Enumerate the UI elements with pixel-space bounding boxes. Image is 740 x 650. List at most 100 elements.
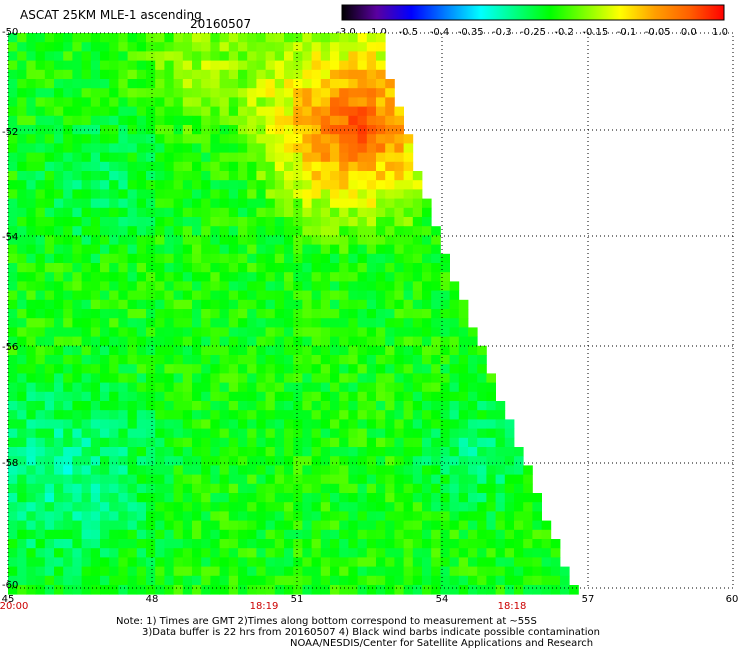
wind-cell [201, 97, 211, 107]
wind-cell [532, 585, 542, 595]
wind-cell [182, 51, 193, 61]
wind-cell [422, 529, 432, 540]
wind-cell [155, 410, 165, 420]
wind-cell [35, 355, 46, 365]
wind-cell [394, 318, 404, 328]
wind-cell [8, 465, 18, 475]
wind-cell [458, 557, 469, 567]
wind-cell [311, 493, 322, 503]
wind-cell [201, 373, 211, 383]
wind-cell [63, 465, 73, 475]
wind-cell [302, 585, 312, 595]
wind-cell [311, 575, 322, 586]
wind-cell [63, 152, 73, 163]
wind-map [7, 32, 734, 595]
wind-cell [431, 336, 441, 347]
wind-cell [320, 391, 331, 402]
wind-cell [274, 511, 285, 521]
wind-cell [72, 207, 82, 218]
wind-cell [256, 345, 266, 356]
wind-cell [385, 134, 395, 144]
wind-cell [320, 134, 331, 144]
wind-cell [173, 557, 184, 567]
wind-cell [90, 33, 101, 43]
wind-cell [26, 575, 36, 586]
wind-cell [403, 566, 414, 577]
wind-cell [265, 345, 276, 356]
wind-cell [412, 171, 423, 181]
wind-swath [8, 33, 579, 595]
wind-cell [118, 88, 128, 98]
wind-cell [219, 318, 230, 328]
wind-cell [219, 253, 230, 264]
lat-label: -50 [2, 27, 19, 38]
wind-cell [284, 189, 294, 199]
wind-cell [201, 382, 211, 393]
wind-cell [366, 272, 377, 282]
wind-cell [35, 309, 46, 319]
wind-cell [486, 575, 496, 586]
wind-cell [238, 557, 248, 567]
wind-cell [311, 207, 322, 218]
wind-cell [210, 474, 220, 485]
wind-cell [54, 180, 64, 190]
wind-cell [127, 382, 138, 393]
wind-cell [26, 557, 36, 567]
wind-cell [54, 355, 64, 365]
wind-cell [403, 511, 414, 521]
wind-cell [54, 428, 64, 439]
wind-cell [311, 391, 322, 402]
wind-cell [81, 566, 92, 577]
wind-cell [514, 483, 524, 494]
wind-cell [330, 391, 340, 402]
wind-cell [201, 391, 211, 402]
wind-cell [440, 382, 450, 393]
wind-cell [265, 299, 276, 310]
wind-cell [136, 511, 147, 521]
wind-cell [63, 401, 73, 411]
wind-cell [210, 152, 220, 163]
wind-cell [100, 511, 110, 521]
wind-cell [376, 42, 386, 52]
wind-cell [44, 125, 55, 135]
wind-cell [164, 244, 174, 255]
wind-cell [54, 557, 64, 567]
wind-cell [81, 345, 92, 356]
wind-cell [339, 272, 349, 282]
wind-cell [109, 189, 119, 199]
wind-cell [173, 235, 184, 245]
wind-cell [155, 447, 165, 457]
wind-cell [357, 79, 368, 89]
wind-cell [394, 548, 404, 558]
wind-cell [155, 88, 165, 98]
wind-cell [284, 345, 294, 356]
wind-cell [256, 401, 266, 411]
wind-cell [35, 529, 46, 540]
wind-cell [146, 345, 156, 356]
wind-cell [210, 447, 220, 457]
wind-cell [192, 437, 202, 448]
wind-cell [136, 345, 147, 356]
wind-cell [192, 318, 202, 328]
wind-cell [201, 566, 211, 577]
wind-cell [164, 585, 174, 595]
wind-cell [155, 299, 165, 310]
wind-cell [320, 327, 331, 337]
wind-cell [376, 419, 386, 429]
wind-cell [357, 143, 368, 153]
wind-cell [514, 557, 524, 567]
wind-cell [146, 272, 156, 282]
wind-cell [238, 106, 248, 117]
wind-cell [431, 575, 441, 586]
wind-cell [311, 226, 322, 236]
wind-cell [256, 106, 266, 117]
wind-cell [357, 437, 368, 448]
wind-cell [366, 226, 377, 236]
wind-cell [449, 428, 460, 439]
wind-cell [109, 428, 119, 439]
wind-cell [192, 290, 202, 301]
wind-cell [118, 401, 128, 411]
wind-cell [90, 51, 101, 61]
wind-cell [376, 520, 386, 531]
wind-cell [514, 585, 524, 595]
